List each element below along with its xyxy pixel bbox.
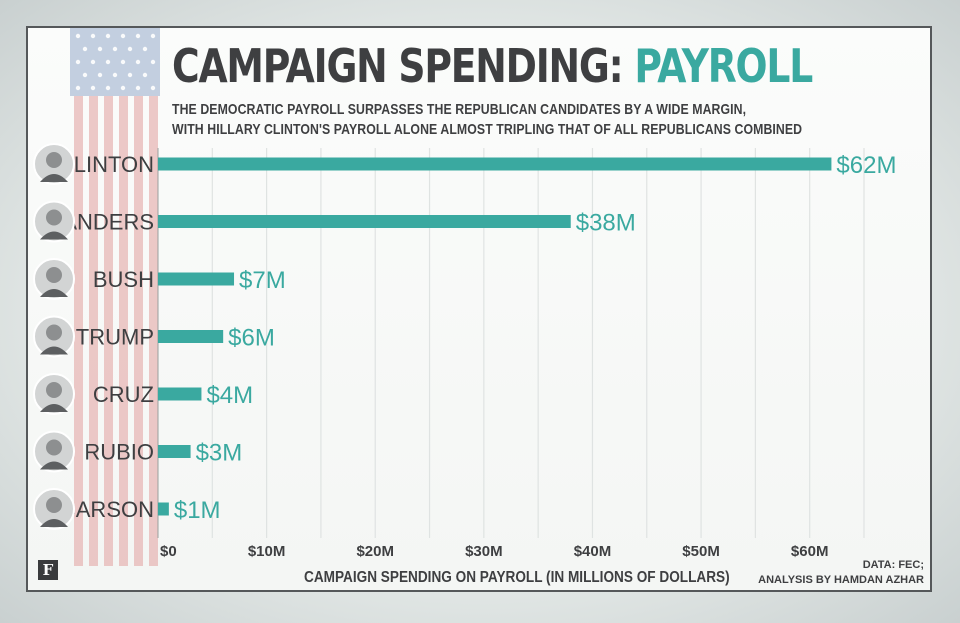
source-line-2: ANALYSIS BY HAMDAN AZHAR: [758, 574, 924, 586]
subtitle-line-2: WITH HILLARY CLINTON'S PAYROLL ALONE ALM…: [172, 121, 803, 138]
title-highlight: PAYROLL: [634, 39, 813, 93]
flag-star: [75, 85, 81, 91]
value-label: $7M: [239, 267, 286, 294]
flag-stripe: [119, 96, 128, 566]
x-tick-label: $20M: [356, 543, 394, 560]
candidate-avatar-icon: [33, 200, 75, 243]
flag-star: [105, 85, 111, 91]
value-label: $1M: [174, 497, 221, 524]
source-line-1: DATA: FEC;: [862, 559, 924, 571]
flag-star: [120, 59, 126, 65]
x-tick-label: $10M: [248, 543, 286, 560]
flag-star: [90, 85, 96, 91]
candidate-avatar-icon: [33, 143, 75, 185]
x-tick-label: $40M: [574, 543, 612, 560]
value-label: $4M: [206, 382, 253, 409]
candidate-avatar-icon: [33, 258, 75, 300]
american-flag-banner: [70, 28, 160, 580]
value-label: $6M: [228, 325, 275, 352]
x-tick-label: $50M: [682, 543, 720, 560]
flag-star: [90, 59, 96, 65]
subtitle: THE DEMOCRATIC PAYROLL SURPASSES THE REP…: [172, 100, 910, 140]
bar-sanders: [158, 215, 571, 228]
value-label: $3M: [196, 440, 243, 467]
flag-star: [142, 72, 148, 78]
bar-clinton: [158, 157, 832, 171]
source-note: DATA: FEC; ANALYSIS BY HAMDAN AZHAR: [758, 558, 924, 588]
flag-star: [97, 46, 103, 52]
flag-stripe: [104, 96, 113, 566]
candidate-label: TRUMP: [76, 325, 154, 350]
bar-cruz: [158, 387, 202, 401]
x-tick-label: $30M: [465, 543, 503, 560]
candidate-avatar-icon: [33, 315, 75, 358]
flag-star: [135, 59, 141, 65]
bar-bush: [158, 272, 235, 286]
flag-star: [142, 46, 148, 52]
bar-rubio: [158, 445, 191, 458]
flag-star: [127, 72, 133, 78]
forbes-logo-icon: F: [38, 560, 58, 580]
flag-star: [90, 33, 96, 39]
subtitle-line-1: THE DEMOCRATIC PAYROLL SURPASSES THE REP…: [172, 101, 747, 118]
candidate-avatar-icon: [33, 373, 75, 415]
bar-carson: [158, 502, 169, 516]
flag-star: [135, 85, 141, 91]
flag-star: [150, 59, 156, 65]
candidate-label: CRUZ: [93, 382, 154, 407]
page-title: CAMPAIGN SPENDING: PAYROLL: [172, 39, 813, 93]
flag-star: [105, 59, 111, 65]
candidate-avatar-icon: [33, 430, 75, 473]
flag-star: [150, 85, 156, 91]
flag-star: [127, 46, 133, 52]
flag-star: [82, 46, 88, 52]
flag-star: [97, 72, 103, 78]
infographic-card: CAMPAIGN SPENDING: PAYROLL THE DEMOCRATI…: [26, 26, 932, 592]
flag-stripe: [89, 96, 98, 566]
x-tick-label: $60M: [791, 543, 829, 560]
flag-star: [75, 33, 81, 39]
payroll-bar-chart: $0 $10M $20M $30M $40M $50M $60M$62MCLINTON$38…: [33, 143, 896, 560]
candidate-label: BUSH: [93, 267, 154, 292]
candidate-label: CARSON: [60, 497, 154, 522]
flag-star: [150, 33, 156, 39]
flag-star: [82, 72, 88, 78]
value-label: $38M: [576, 210, 636, 237]
x-axis-label: CAMPAIGN SPENDING ON PAYROLL (IN MILLION…: [304, 569, 730, 586]
flag-star: [75, 59, 81, 65]
flag-star: [112, 72, 118, 78]
flag-stripe: [134, 96, 143, 566]
flag-stripe: [74, 96, 83, 566]
flag-stripe: [149, 96, 158, 566]
value-label: $62M: [836, 152, 896, 179]
flag-star: [105, 33, 111, 39]
x-tick-label: $0: [160, 543, 177, 560]
flag-star: [120, 85, 126, 91]
flag-star: [135, 33, 141, 39]
bar-trump: [158, 330, 224, 343]
flag-star: [120, 33, 126, 39]
candidate-label: RUBIO: [84, 440, 154, 465]
flag-star: [112, 46, 118, 52]
candidate-avatar-icon: [33, 488, 75, 530]
